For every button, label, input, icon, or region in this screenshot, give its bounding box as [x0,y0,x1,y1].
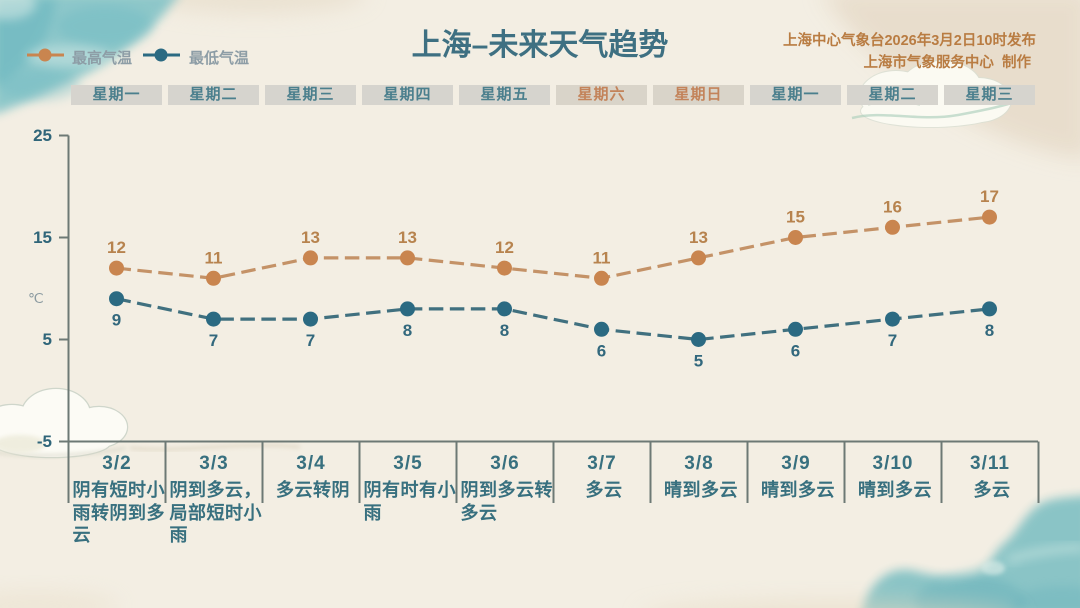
svg-text:8: 8 [403,321,412,340]
svg-text:12: 12 [495,238,514,257]
svg-text:6: 6 [597,341,606,360]
svg-text:6: 6 [791,341,800,360]
svg-text:15: 15 [786,208,805,227]
svg-text:13: 13 [398,228,417,247]
svg-text:11: 11 [593,248,611,267]
svg-text:17: 17 [980,187,999,206]
svg-text:7: 7 [209,331,218,350]
svg-text:5: 5 [694,352,703,371]
svg-text:12: 12 [107,238,126,257]
svg-text:13: 13 [301,228,320,247]
svg-text:8: 8 [985,321,994,340]
svg-text:7: 7 [306,331,315,350]
svg-text:13: 13 [689,228,708,247]
svg-text:7: 7 [888,331,897,350]
svg-text:11: 11 [205,248,223,267]
svg-text:8: 8 [500,321,509,340]
svg-text:9: 9 [112,311,121,330]
svg-text:16: 16 [883,197,902,216]
